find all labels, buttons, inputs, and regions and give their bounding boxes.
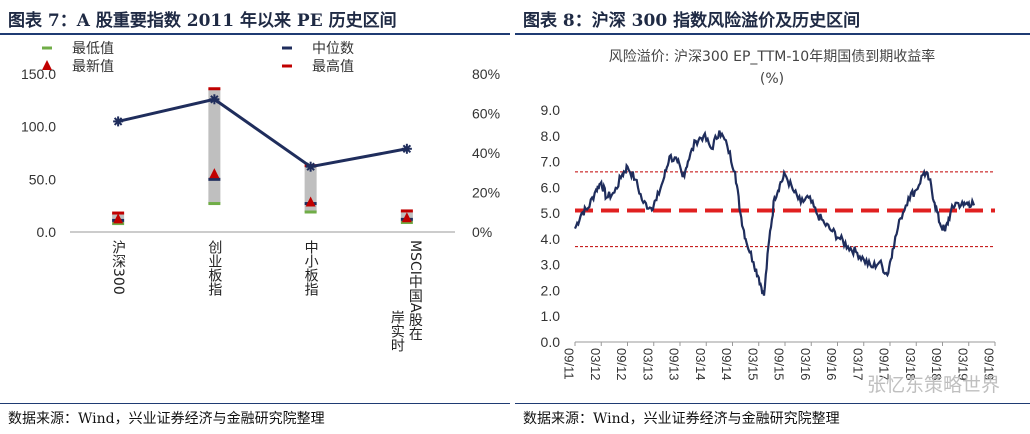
x-category-label: 中小板指	[303, 240, 319, 296]
y-tick-label: 6.0	[541, 179, 561, 195]
x-tick-label: 09/14	[719, 348, 734, 381]
y2-tick-label: 20%	[472, 185, 500, 201]
legend-label: 最新值	[72, 59, 114, 75]
y2-tick-label: 60%	[472, 106, 500, 122]
y-tick-label: 100.0	[21, 119, 56, 135]
x-tick-label: 09/13	[667, 348, 682, 381]
x-tick-label: 09/16	[824, 348, 839, 381]
right-figure-title: 图表 8：沪深 300 指数风险溢价及历史区间	[523, 11, 861, 31]
left-figure-title: 图表 7：A 股重要指数 2011 年以来 PE 历史区间	[8, 11, 397, 31]
right-figure-panel: 图表 8：沪深 300 指数风险溢价及历史区间 风险溢价: 沪深300 EP_T…	[515, 0, 1030, 434]
y-tick-label: 8.0	[541, 128, 561, 144]
left-source-text: 数据来源：Wind，兴业证券经济与金融研究院整理	[8, 411, 325, 427]
y-tick-label: 7.0	[541, 154, 561, 170]
left-source-rule	[0, 403, 510, 404]
x-tick-label: 09/11	[562, 348, 577, 380]
x-tick-label: 03/13	[640, 348, 655, 381]
y-tick-label: 50.0	[29, 171, 56, 187]
legend-label: 中位数	[312, 41, 354, 57]
x-tick-label: 03/18	[903, 348, 918, 381]
x-tick-label: 03/12	[588, 348, 603, 381]
x-tick-label: 03/17	[850, 348, 865, 381]
y-tick-label: 3.0	[541, 257, 561, 273]
legend-swatch	[42, 60, 52, 70]
x-category-label: 创业板指	[206, 240, 222, 296]
x-category-label-wrap: 岸实时	[389, 310, 405, 352]
x-tick-label: 03/16	[798, 348, 813, 381]
right-source-text: 数据来源：Wind，兴业证券经济与金融研究院整理	[523, 411, 840, 427]
x-tick-label: 03/19	[955, 348, 970, 381]
legend-label: 最高值	[312, 58, 354, 75]
latest-value-marker	[209, 168, 220, 179]
latest-value-marker	[113, 213, 124, 224]
watermark-logo: 张忆东策略世界	[866, 374, 1000, 396]
y2-tick-label: 0%	[472, 224, 492, 240]
chart-title: 风险溢价: 沪深300 EP_TTM-10年期国债到期收益率	[609, 48, 935, 65]
x-tick-label: 03/15	[745, 348, 760, 381]
percentile-point	[401, 143, 412, 154]
left-figure-panel: 图表 7：A 股重要指数 2011 年以来 PE 历史区间 0.0 50.0 100…	[0, 0, 510, 434]
x-tick-label: 09/17	[877, 348, 892, 381]
y-tick-label: 1.0	[541, 308, 561, 324]
right-title-rule	[515, 33, 1030, 35]
y-tick-label: 0.0	[541, 334, 561, 350]
latest-value-marker	[305, 196, 316, 207]
x-tick-label: 09/19	[982, 348, 997, 381]
percentile-point	[305, 161, 316, 172]
range-bar	[208, 88, 221, 204]
left-title-rule	[0, 33, 510, 35]
percentile-line	[117, 97, 408, 169]
percentile-point	[113, 116, 124, 127]
x-category-label: 沪深300	[110, 240, 126, 295]
risk-premium-chart: 风险溢价: 沪深300 EP_TTM-10年期国债到期收益率 (%) 0.0 1.0 2…	[541, 48, 997, 381]
y-tick-label: 5.0	[541, 205, 561, 221]
y2-tick-label: 80%	[472, 66, 500, 82]
y-tick-label: 9.0	[541, 102, 561, 118]
x-tick-label: 09/12	[614, 348, 629, 381]
x-tick-label: 09/15	[772, 348, 787, 381]
y-tick-label: 2.0	[541, 282, 561, 298]
y-tick-label: 4.0	[541, 231, 561, 247]
latest-value-marker	[401, 212, 412, 223]
x-tick-label: 03/14	[693, 348, 708, 381]
y2-tick-label: 40%	[472, 145, 500, 161]
x-tick-label: 09/18	[929, 348, 944, 381]
risk-premium-series	[573, 130, 976, 296]
legend-label: 最低值	[72, 41, 114, 57]
percentile-point	[209, 94, 220, 105]
x-category-label: MSCI中国A股在	[407, 240, 423, 341]
range-bar	[304, 165, 317, 212]
right-source-rule	[515, 403, 1030, 404]
chart-subtitle: (%)	[760, 71, 784, 87]
y-tick-label: 0.0	[37, 224, 57, 240]
